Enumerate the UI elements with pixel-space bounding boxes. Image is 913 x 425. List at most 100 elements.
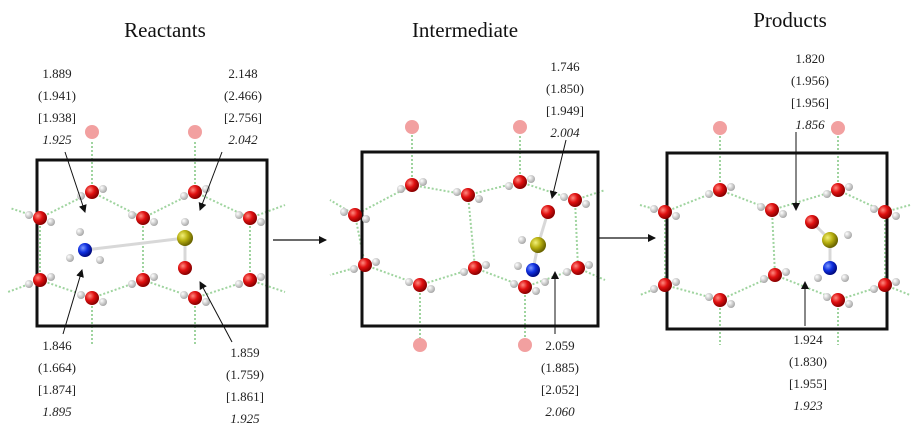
bond-length-label: [2.052] xyxy=(541,382,579,397)
atom-s xyxy=(530,237,546,253)
atom-hydrogen xyxy=(257,218,265,226)
atom-h xyxy=(96,256,104,264)
atom-oxygen xyxy=(461,188,475,202)
atom-h xyxy=(518,236,526,244)
atom-hydrogen xyxy=(77,291,85,299)
atom-oxygen xyxy=(136,273,150,287)
atom-hydrogen xyxy=(47,273,55,281)
atom-h xyxy=(541,278,549,286)
bond-length-label: [2.756] xyxy=(224,110,262,125)
atom-o xyxy=(805,215,819,229)
atom-o xyxy=(541,205,555,219)
atom-hydrogen xyxy=(845,300,853,308)
atom-hydrogen xyxy=(99,298,107,306)
atom-hydrogen xyxy=(453,188,461,196)
panel-title: Products xyxy=(753,8,827,32)
label-pointer xyxy=(200,282,232,342)
atom-hydrogen xyxy=(405,278,413,286)
atom-hydrogen xyxy=(870,285,878,293)
atom-hydrogen xyxy=(128,280,136,288)
atom-hydrogen xyxy=(257,273,265,281)
bond-length-label: 1.820 xyxy=(795,51,824,66)
bond-length-label: (1.830) xyxy=(789,354,827,369)
atom-hydrogen xyxy=(823,293,831,301)
atom-hydrogen xyxy=(482,261,490,269)
atom-hydrogen xyxy=(427,285,435,293)
bond-length-label: [1.955] xyxy=(789,376,827,391)
atom-hydrogen xyxy=(340,208,348,216)
atom-hydrogen xyxy=(892,278,900,286)
atom-hydrogen xyxy=(460,268,468,276)
atom-oxygen xyxy=(468,261,482,275)
atom-hydrogen xyxy=(757,203,765,211)
atom-hydrogen xyxy=(672,278,680,286)
atom-oxygen xyxy=(188,185,202,199)
atom-hydrogen xyxy=(475,195,483,203)
bond-length-label: 1.923 xyxy=(793,398,823,413)
bond-length-label: 1.924 xyxy=(793,332,823,347)
atom-oxygen xyxy=(768,268,782,282)
bond-length-label: [1.956] xyxy=(791,95,829,110)
atom-h xyxy=(514,262,522,270)
atom-hydrogen xyxy=(532,287,540,295)
bond-length-label: [1.949] xyxy=(546,103,584,118)
atom-oxygen xyxy=(33,273,47,287)
atom-oxygen xyxy=(188,291,202,305)
atom-hydrogen xyxy=(582,200,590,208)
atom-oxygen xyxy=(765,203,779,217)
atom-oxygen-faint xyxy=(85,125,99,139)
bond-length-label: 2.060 xyxy=(545,404,575,419)
atom-hydrogen xyxy=(563,268,571,276)
panel: Intermediate1.746(1.850)[1.949]2.0042.05… xyxy=(330,18,605,419)
atom-h xyxy=(814,274,822,282)
atom-s xyxy=(177,230,193,246)
panel: Reactants1.889(1.941)[1.938]1.9252.148(2… xyxy=(8,18,285,425)
hydrogen-bond xyxy=(772,210,775,275)
atom-hydrogen xyxy=(362,215,370,223)
unit-cell-box xyxy=(667,153,887,329)
hydrogen-bond xyxy=(838,285,885,300)
atom-hydrogen xyxy=(510,280,518,288)
atom-hydrogen xyxy=(180,291,188,299)
atom-oxygen xyxy=(243,273,257,287)
atom-hydrogen xyxy=(150,218,158,226)
panel-title: Intermediate xyxy=(412,18,518,42)
atom-hydrogen xyxy=(585,261,593,269)
atom-oxygen-faint xyxy=(831,121,845,135)
atom-oxygen-faint xyxy=(513,120,527,134)
atom-oxygen xyxy=(85,291,99,305)
atom-oxygen xyxy=(85,185,99,199)
atom-h xyxy=(844,231,852,239)
figure: Reactants1.889(1.941)[1.938]1.9252.148(2… xyxy=(0,0,913,425)
bond-length-label: 1.846 xyxy=(42,338,72,353)
atom-oxygen xyxy=(831,183,845,197)
atom-oxygen xyxy=(568,193,582,207)
atom-hydrogen xyxy=(25,280,33,288)
bond-length-label: [1.874] xyxy=(38,382,76,397)
bond-length-label: 1.889 xyxy=(42,66,71,81)
atom-hydrogen xyxy=(705,190,713,198)
atom-hydrogen xyxy=(823,190,831,198)
atom-oxygen xyxy=(513,175,527,189)
atom-oxygen-faint xyxy=(188,125,202,139)
atom-hydrogen xyxy=(870,205,878,213)
panel: Products1.820(1.956)[1.956]1.8561.924(1.… xyxy=(640,8,910,413)
atom-hydrogen xyxy=(150,273,158,281)
atom-oxygen xyxy=(878,205,892,219)
bond-length-label: 2.042 xyxy=(228,132,258,147)
atom-n xyxy=(78,243,92,257)
atom-hydrogen xyxy=(505,182,513,190)
atom-oxygen xyxy=(405,178,419,192)
hydrogen-bond xyxy=(468,195,475,268)
atom-h xyxy=(76,228,84,236)
atom-hydrogen xyxy=(727,183,735,191)
atom-n xyxy=(823,261,837,275)
atom-oxygen xyxy=(658,278,672,292)
bond-length-label: 2.148 xyxy=(228,66,257,81)
atom-oxygen xyxy=(413,278,427,292)
label-pointer xyxy=(63,270,82,334)
atom-hydrogen xyxy=(527,175,535,183)
atom-oxygen xyxy=(243,211,257,225)
panel-title: Reactants xyxy=(124,18,206,42)
atom-oxygen-faint xyxy=(518,338,532,352)
